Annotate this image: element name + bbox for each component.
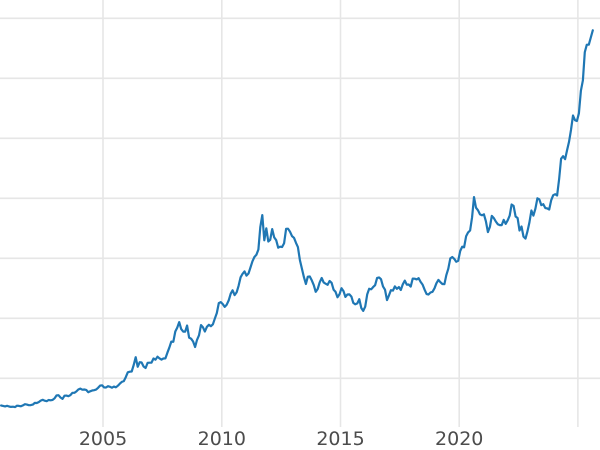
- x-tick-label: 2010: [198, 428, 246, 450]
- x-tick-label: 2020: [435, 428, 483, 450]
- x-tick-label: 2015: [316, 428, 364, 450]
- x-tick-label: 2005: [79, 428, 127, 450]
- x-axis-tick-labels: 2005 2010 2015 2020: [79, 428, 484, 450]
- horizontal-gridlines: [0, 17, 600, 380]
- price-line-series: [0, 29, 594, 409]
- vertical-gridlines: [102, 0, 579, 427]
- series-layer: [0, 29, 594, 409]
